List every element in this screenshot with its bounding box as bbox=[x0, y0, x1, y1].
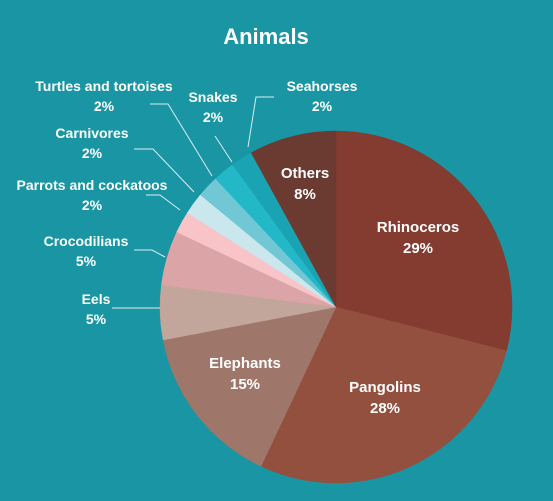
slice-value-others: 8% bbox=[294, 186, 316, 203]
pie-slice-pangolins bbox=[260, 306, 507, 484]
slice-labels: Rhinoceros 29% Pangolins 28% Elephants 15% Eel… bbox=[17, 78, 460, 417]
slice-label-rhinoceros: Rhinoceros bbox=[377, 219, 460, 236]
pie-slice-others bbox=[250, 130, 337, 308]
leader-line-turtles-and-tortoises bbox=[150, 103, 213, 177]
slice-label-pangolins: Pangolins bbox=[349, 379, 421, 396]
slice-label-seahorses: Seahorses bbox=[287, 78, 358, 94]
pie-slice-rhinoceros bbox=[335, 130, 513, 352]
pie-slices bbox=[159, 130, 513, 484]
slice-label-parrots-and-cockatoos: Parrots and cockatoos bbox=[17, 177, 168, 193]
slice-label-others: Others bbox=[281, 165, 329, 182]
chart-title: Animals bbox=[223, 24, 309, 49]
pie-slice-elephants bbox=[162, 306, 337, 467]
slice-value-rhinoceros: 29% bbox=[403, 240, 433, 257]
slice-value-elephants: 15% bbox=[230, 376, 260, 393]
slice-value-pangolins: 28% bbox=[370, 400, 400, 417]
leader-lines bbox=[112, 96, 274, 309]
leader-line-snakes bbox=[214, 135, 233, 163]
slice-label-turtles-and-tortoises: Turtles and tortoises bbox=[35, 78, 173, 94]
slice-label-eels: Eels bbox=[82, 291, 111, 307]
slice-value-parrots-and-cockatoos: 2% bbox=[82, 197, 103, 213]
slice-label-snakes: Snakes bbox=[188, 89, 237, 105]
leader-line-parrots-and-cockatoos bbox=[146, 194, 181, 211]
leader-line-crocodilians bbox=[134, 249, 166, 258]
leader-line-carnivores bbox=[134, 148, 195, 193]
slice-value-seahorses: 2% bbox=[312, 98, 333, 114]
slice-value-carnivores: 2% bbox=[82, 145, 103, 161]
slice-value-turtles-and-tortoises: 2% bbox=[94, 98, 115, 114]
slice-value-crocodilians: 5% bbox=[76, 253, 97, 269]
slice-label-carnivores: Carnivores bbox=[55, 125, 128, 141]
leader-line-seahorses bbox=[247, 96, 274, 148]
slice-label-elephants: Elephants bbox=[209, 355, 281, 372]
slice-label-crocodilians: Crocodilians bbox=[44, 233, 129, 249]
slice-value-snakes: 2% bbox=[203, 109, 224, 125]
slice-value-eels: 5% bbox=[86, 311, 107, 327]
